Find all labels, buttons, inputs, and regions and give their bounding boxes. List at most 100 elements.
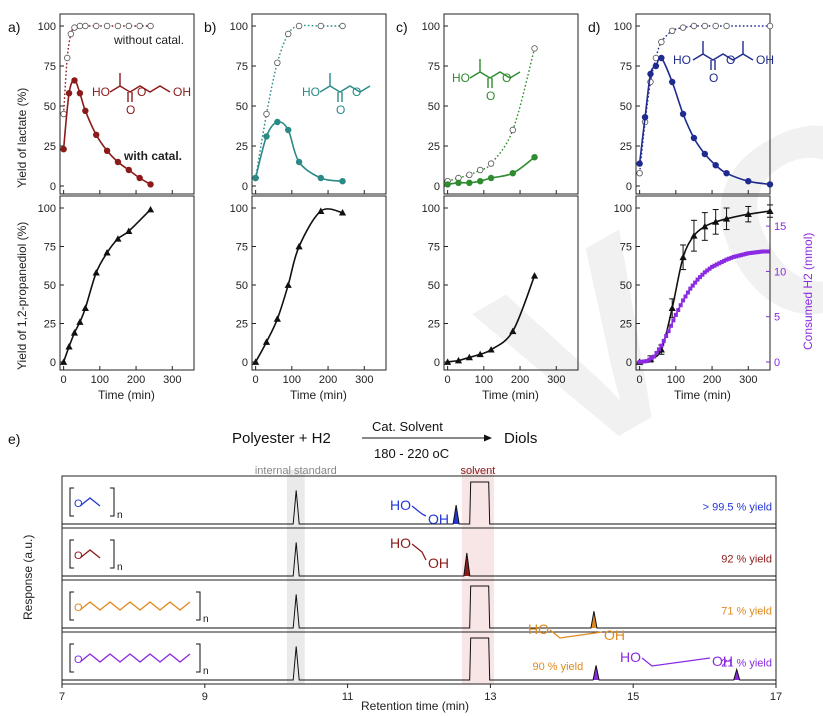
data-point — [669, 323, 674, 328]
gc-peak-1-6-hexanediol — [733, 669, 740, 680]
diol-bond — [549, 629, 603, 639]
data-point — [671, 318, 676, 323]
scheme-below: 180 - 220 oC — [374, 446, 449, 461]
y-tick-label: 0 — [50, 357, 56, 369]
data-point — [712, 218, 720, 225]
mol-a-o1: O — [137, 85, 146, 99]
y-tick-label: 50 — [428, 280, 440, 292]
data-point — [701, 222, 709, 230]
mol-b-o2: O — [336, 103, 345, 117]
data-point — [681, 298, 686, 303]
mol-b-o1: O — [352, 85, 361, 99]
y-tick-label: 0 — [626, 357, 632, 369]
y-tick-label: 25 — [620, 141, 632, 153]
data-point — [465, 353, 473, 361]
data-point — [723, 22, 730, 30]
data-point — [444, 358, 452, 365]
data-point — [765, 249, 770, 254]
gc-xlabel: Retention time (min) — [361, 699, 469, 713]
series-with-catal- — [444, 154, 538, 188]
data-point — [690, 22, 698, 30]
data-point — [60, 110, 67, 118]
y-tick-label: 75 — [44, 61, 56, 73]
data-point — [726, 256, 731, 261]
gc-x-tick-label: 17 — [770, 691, 782, 703]
data-point — [659, 343, 664, 348]
gc-trace-2: 92 % yield — [62, 542, 776, 581]
data-point — [669, 27, 676, 34]
data-point — [644, 359, 649, 364]
y2-tick-label: 5 — [774, 312, 780, 324]
diol-oh: OH — [428, 511, 449, 527]
data-point — [76, 318, 84, 325]
data-point — [295, 242, 303, 250]
data-point — [285, 126, 292, 134]
data-point — [252, 358, 260, 365]
y-tick-label: 0 — [50, 181, 56, 193]
series-with-catal- — [60, 77, 154, 188]
data-point — [760, 249, 765, 254]
y-tick-label: 50 — [620, 280, 632, 292]
diol-ethylene-glycol: HO OH — [390, 535, 449, 571]
y-tick-label: 75 — [428, 61, 440, 73]
x-tick-label: 200 — [127, 374, 145, 386]
panel-label-b: b) — [204, 19, 216, 35]
data-point — [700, 272, 705, 277]
plot-frame — [443, 13, 579, 195]
data-point — [65, 343, 73, 350]
mol-a-o2: O — [126, 103, 135, 117]
y-tick-label: 0 — [626, 181, 632, 193]
diol-oh: OH — [712, 653, 733, 669]
scheme-left: Polyester + H2 — [232, 430, 331, 447]
data-point — [641, 114, 649, 121]
xlabel-c: Time (min) — [482, 388, 539, 402]
data-point — [92, 269, 100, 276]
data-point — [477, 166, 484, 174]
ylabel-propanediol: Yield of 1,2-propanediol (%) — [15, 222, 29, 370]
y-tick-label: 100 — [422, 21, 440, 33]
data-point — [766, 22, 774, 30]
data-point — [701, 22, 709, 30]
data-point — [509, 327, 517, 335]
polymer-structure-2: On — [69, 539, 123, 573]
data-point — [679, 24, 687, 31]
data-point — [766, 207, 774, 214]
series-without-catal- — [60, 22, 154, 118]
y-tick-label: 25 — [44, 319, 56, 331]
data-point — [295, 22, 303, 30]
y2-tick-label: 15 — [774, 221, 786, 233]
y-tick-label: 100 — [38, 21, 56, 33]
diol-ho: HO — [528, 621, 549, 637]
data-point — [753, 250, 758, 255]
molecule-b — [319, 73, 371, 102]
gc-trace-line — [62, 481, 776, 525]
data-point — [693, 280, 698, 285]
data-point — [758, 249, 763, 254]
highlight-label: internal standard — [255, 465, 337, 477]
data-point — [676, 308, 681, 313]
data-point — [743, 251, 748, 256]
x-tick-label: 300 — [355, 374, 373, 386]
data-point — [642, 359, 647, 364]
data-point — [125, 227, 133, 234]
bracket-right — [196, 643, 201, 673]
y-tick-label: 100 — [230, 21, 248, 33]
x-tick-label: 100 — [91, 374, 109, 386]
data-point — [722, 258, 727, 263]
data-point — [668, 304, 676, 311]
ylabel-lactate: Yield of lactate (%) — [15, 88, 29, 188]
y-tick-label: 100 — [614, 21, 632, 33]
data-point — [746, 251, 751, 256]
polymer-backbone — [79, 601, 191, 611]
gc-peak-1-4-butanediol — [593, 665, 600, 680]
data-point — [734, 254, 739, 259]
polymer-n: n — [117, 562, 123, 573]
y-tick-label: 25 — [236, 319, 248, 331]
x-tick-label: 0 — [61, 374, 67, 386]
series-consumed-h2 — [637, 249, 771, 364]
data-point — [82, 22, 89, 30]
polymer-structure-1: On — [69, 487, 123, 521]
data-point — [76, 22, 84, 30]
x-tick-label: 200 — [511, 374, 529, 386]
